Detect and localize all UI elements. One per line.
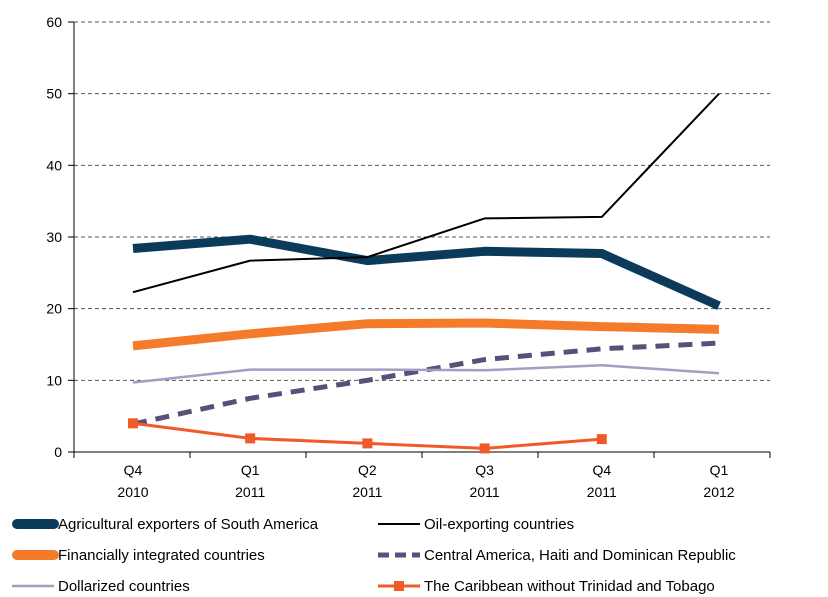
- legend-item: Central America, Haiti and Dominican Rep…: [378, 547, 736, 564]
- gridlines: [74, 21, 770, 381]
- data-point-marker: [596, 434, 607, 445]
- data-point-marker: [362, 438, 373, 449]
- series-line-1: [132, 234, 721, 310]
- x-tick-label-year: 2012: [703, 484, 734, 500]
- legend-item: Oil-exporting countries: [378, 516, 574, 533]
- series-line-2: [132, 93, 720, 294]
- legend-label: Financially integrated countries: [58, 547, 265, 564]
- x-tick-label-quarter: Q1: [710, 462, 729, 478]
- data-point-marker: [245, 433, 256, 444]
- x-tick-label-year: 2011: [235, 484, 265, 500]
- legend-marker: [394, 581, 404, 591]
- y-tick-label: 30: [46, 229, 62, 245]
- legend-label: Agricultural exporters of South America: [58, 516, 319, 533]
- series-line-3: [132, 318, 720, 351]
- x-tick-label-quarter: Q3: [475, 462, 494, 478]
- legend-label: Central America, Haiti and Dominican Rep…: [424, 547, 736, 564]
- series-lines: [128, 93, 721, 454]
- x-tick-label-year: 2011: [587, 484, 617, 500]
- legend-item: Dollarized countries: [12, 578, 190, 595]
- legend-item: The Caribbean without Trinidad and Tobag…: [378, 578, 715, 595]
- x-tick-label-year: 2011: [352, 484, 382, 500]
- legend-label: The Caribbean without Trinidad and Tobag…: [424, 578, 715, 595]
- data-point-marker: [479, 443, 490, 454]
- data-point-marker: [128, 418, 138, 429]
- legend-item: Agricultural exporters of South America: [12, 516, 319, 533]
- y-tick-label: 0: [54, 444, 62, 460]
- legend-label: Dollarized countries: [58, 578, 190, 595]
- x-tick-label-quarter: Q4: [592, 462, 611, 478]
- x-tick-label-quarter: Q2: [358, 462, 377, 478]
- x-tick-label-year: 2010: [117, 484, 148, 500]
- legend-label: Oil-exporting countries: [424, 516, 574, 533]
- y-tick-label: 50: [46, 86, 62, 102]
- x-tick-label-year: 2011: [470, 484, 500, 500]
- legend-item: Financially integrated countries: [12, 547, 265, 564]
- x-tick-label-quarter: Q1: [241, 462, 260, 478]
- x-tick-label-quarter: Q4: [124, 462, 143, 478]
- series-line-5: [132, 364, 720, 384]
- axes: 0 10 20 30 40 50 60 Q4 2010 Q1 2011 Q2 2011 Q3 2011 Q4 2…: [46, 14, 771, 500]
- y-tick-label: 10: [46, 372, 62, 388]
- legend: Agricultural exporters of South America O…: [12, 516, 736, 595]
- series-line-4: [132, 340, 720, 427]
- y-tick-label: 20: [46, 301, 62, 317]
- y-tick-label: 60: [46, 14, 62, 30]
- y-tick-label: 40: [46, 157, 62, 173]
